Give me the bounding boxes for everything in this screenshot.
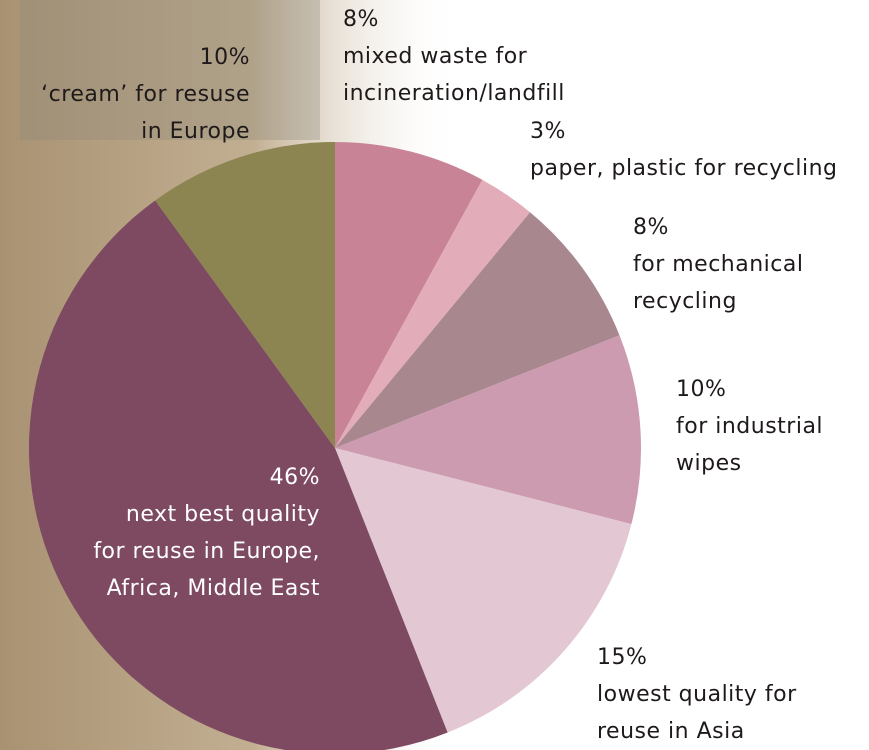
pie-slice bbox=[335, 448, 632, 733]
pie-slice bbox=[155, 142, 335, 448]
slice-label: recycling bbox=[633, 289, 737, 314]
slice-label: reuse in Asia bbox=[597, 719, 745, 744]
pie-slice bbox=[29, 200, 448, 750]
slice-percent: 15% bbox=[597, 645, 647, 670]
slice-label: next best quality bbox=[126, 502, 320, 527]
slice-percent: 46% bbox=[270, 465, 320, 490]
pie-slice bbox=[335, 335, 641, 525]
slice-percent: 10% bbox=[676, 377, 726, 402]
slice-label: Africa, Middle East bbox=[107, 576, 320, 601]
slice-label: ‘cream’ for resuse bbox=[41, 82, 250, 107]
slice-percent: 8% bbox=[633, 215, 669, 240]
slice-label: mixed waste for bbox=[343, 44, 528, 69]
slice-label: for industrial bbox=[676, 414, 823, 439]
background-photo-detail bbox=[20, 0, 320, 140]
slice-percent: 10% bbox=[200, 45, 250, 70]
pie-slice bbox=[335, 142, 483, 448]
pie-slice bbox=[335, 212, 620, 448]
slice-label: paper, plastic for recycling bbox=[530, 156, 838, 181]
pie-slice bbox=[335, 179, 531, 448]
slice-label: incineration/landfill bbox=[343, 81, 565, 106]
slice-label: lowest quality for bbox=[597, 682, 797, 707]
slice-label: for reuse in Europe, bbox=[93, 539, 320, 564]
slice-percent: 8% bbox=[343, 7, 379, 32]
slice-percent: 3% bbox=[530, 119, 566, 144]
slice-label: in Europe bbox=[141, 119, 250, 144]
slice-label: for mechanical bbox=[633, 252, 803, 277]
slice-label: wipes bbox=[676, 451, 742, 476]
